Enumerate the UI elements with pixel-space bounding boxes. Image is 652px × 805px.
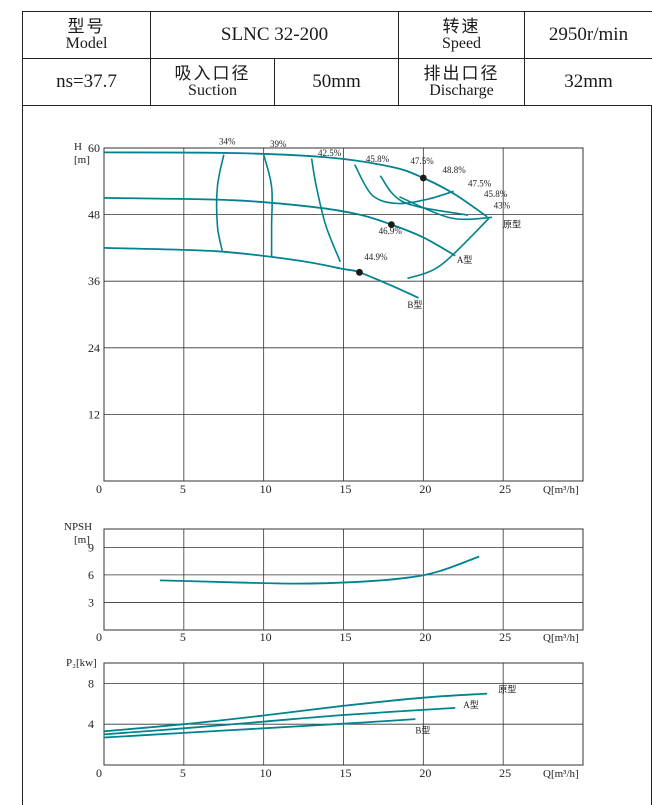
power-x-tick-label: 10 bbox=[260, 766, 272, 780]
power-series-2 bbox=[103, 707, 456, 736]
suction-label-cell: 吸入口径 Suction bbox=[150, 58, 275, 106]
head-x-axis-label: Q[m³/h] bbox=[543, 484, 579, 496]
pump-spec-table: 型号 Model SLNC 32-200 转速 Speed 2950r/min … bbox=[22, 11, 652, 106]
head-iso-efficiency-7 bbox=[353, 164, 454, 205]
head-curve-label-4: 45.8% bbox=[366, 154, 390, 164]
power-x-tick-label: 0 bbox=[96, 766, 102, 780]
npsh-y-tick-label: 6 bbox=[88, 568, 94, 582]
head-x-tick-label: 5 bbox=[180, 482, 186, 496]
head-iso-efficiency-2 bbox=[262, 154, 274, 257]
head-chart: 0 5 10 15 20 25 12 24 36 48 60 H[m] Q[m³/h] 34% 39% 42.… bbox=[74, 137, 584, 496]
power-x-tick-label: 20 bbox=[419, 766, 431, 780]
npsh-y-axis-label: [m] bbox=[74, 534, 90, 546]
npsh-x-axis-label: Q[m³/h] bbox=[543, 632, 579, 644]
head-y-tick-label: 60 bbox=[88, 141, 100, 155]
npsh-x-tick-label: 25 bbox=[499, 630, 511, 644]
head-curve-label-8: 45.8% bbox=[484, 189, 508, 199]
power-y-tick-label: 8 bbox=[88, 676, 94, 690]
head-iso-efficiency-3 bbox=[310, 158, 342, 263]
model-value: SLNC 32-200 bbox=[150, 11, 399, 59]
head-bep-point-2 bbox=[388, 221, 395, 228]
head-curve-label-5: 47.5% bbox=[411, 156, 435, 166]
power-chart: 0 5 10 15 20 25 4 8 P₂[kw] Q[m³/h] 原型 A型 B型 bbox=[66, 657, 584, 780]
npsh-x-tick-label: 5 bbox=[180, 630, 186, 644]
head-curve-label-11: 46.9% bbox=[379, 226, 403, 236]
speed-label-zh: 转速 bbox=[442, 16, 481, 36]
npsh-x-tick-label: 0 bbox=[96, 630, 102, 644]
head-curve-label-1: 34% bbox=[219, 137, 236, 147]
head-y-axis-label: [m] bbox=[74, 154, 90, 166]
power-curve-label-1: 原型 bbox=[498, 685, 516, 695]
head-iso-efficiency-4 bbox=[399, 196, 493, 221]
model-label-zh: 型号 bbox=[67, 16, 106, 36]
discharge-label-cell: 排出口径 Discharge bbox=[398, 58, 525, 106]
speed-label-en: Speed bbox=[441, 34, 482, 52]
head-x-tick-label: 0 bbox=[96, 482, 102, 496]
head-curve-label-14: B型 bbox=[407, 300, 422, 310]
head-iso-efficiency-5 bbox=[379, 175, 469, 216]
head-x-tick-label: 25 bbox=[499, 482, 511, 496]
discharge-label-en: Discharge bbox=[429, 81, 494, 99]
npsh-series-1 bbox=[159, 555, 480, 585]
power-y-tick-label: 4 bbox=[88, 717, 94, 731]
power-series-1 bbox=[103, 692, 488, 733]
power-x-axis-label: Q[m³/h] bbox=[543, 768, 579, 780]
head-curve-label-10: 原型 bbox=[503, 219, 521, 229]
head-curve-label-3: 42.5% bbox=[318, 148, 342, 158]
power-series-3 bbox=[103, 718, 416, 739]
head-y-tick-label: 36 bbox=[88, 274, 100, 288]
power-curve-label-2: A型 bbox=[463, 700, 479, 710]
head-iso-efficiency-6 bbox=[407, 217, 490, 280]
discharge-value: 32mm bbox=[524, 58, 652, 106]
speed-value: 2950r/min bbox=[524, 11, 652, 59]
npsh-x-tick-label: 20 bbox=[419, 630, 431, 644]
power-y-axis-label: P₂[kw] bbox=[66, 657, 97, 669]
speed-label-cell: 转速 Speed bbox=[398, 11, 525, 59]
head-y-tick-label: 12 bbox=[88, 407, 100, 421]
head-x-tick-label: 15 bbox=[340, 482, 352, 496]
head-series-3 bbox=[103, 247, 419, 299]
power-curve-label-3: B型 bbox=[415, 725, 430, 735]
head-curve-label-7: 47.5% bbox=[468, 178, 492, 188]
head-curve-label-13: 44.9% bbox=[364, 252, 388, 262]
head-curve-label-12: A型 bbox=[457, 255, 473, 265]
npsh-chart: 0 5 10 15 20 25 3 6 9 NPSH[m] Q[m³/h] bbox=[64, 521, 584, 644]
head-y-axis-label: H bbox=[74, 141, 82, 153]
npsh-y-tick-label: 3 bbox=[88, 595, 94, 609]
suction-label-en: Suction bbox=[188, 81, 237, 99]
head-y-tick-label: 24 bbox=[88, 341, 100, 355]
head-curve-label-9: 43% bbox=[494, 200, 511, 210]
npsh-y-axis-label: NPSH bbox=[64, 521, 92, 533]
page-frame-left bbox=[22, 105, 23, 805]
discharge-label-zh: 排出口径 bbox=[423, 63, 500, 83]
specific-speed: ns=37.7 bbox=[22, 58, 151, 106]
model-label-cell: 型号 Model bbox=[22, 11, 151, 59]
power-x-tick-label: 5 bbox=[180, 766, 186, 780]
head-curve-label-2: 39% bbox=[270, 139, 287, 149]
power-x-tick-label: 25 bbox=[499, 766, 511, 780]
head-bep-point-1 bbox=[419, 174, 427, 182]
npsh-x-tick-label: 10 bbox=[260, 630, 272, 644]
head-bep-point-3 bbox=[356, 268, 363, 276]
head-x-tick-label: 10 bbox=[260, 482, 272, 496]
head-series-1 bbox=[103, 151, 488, 218]
head-y-tick-label: 48 bbox=[88, 208, 100, 222]
head-series-2 bbox=[103, 197, 456, 257]
npsh-y-tick-label: 9 bbox=[88, 540, 94, 554]
npsh-x-tick-label: 15 bbox=[340, 630, 352, 644]
head-iso-efficiency-1 bbox=[215, 154, 225, 251]
suction-value: 50mm bbox=[274, 58, 399, 106]
head-curve-label-6: 48.8% bbox=[442, 165, 466, 175]
head-x-tick-label: 20 bbox=[419, 482, 431, 496]
suction-label-zh: 吸入口径 bbox=[174, 63, 251, 83]
power-x-tick-label: 15 bbox=[340, 766, 352, 780]
model-label-en: Model bbox=[65, 34, 108, 52]
